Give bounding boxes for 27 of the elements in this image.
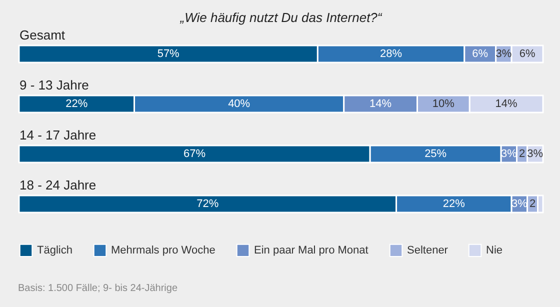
data-label: 57% bbox=[157, 48, 180, 60]
data-label: 2 bbox=[518, 148, 526, 160]
y-tick-label: 18 - 24 Jahre bbox=[20, 178, 96, 192]
data-label: 14% bbox=[370, 98, 392, 110]
y-tick-label: 14 - 17 Jahre bbox=[20, 128, 96, 142]
legend-label: Nie bbox=[486, 244, 503, 256]
chart-title: „Wie häufig nutzt Du das Internet?“ bbox=[179, 10, 382, 25]
data-label: 22% bbox=[66, 98, 88, 110]
legend-label: Mehrmals pro Woche bbox=[111, 244, 216, 256]
data-label: 14% bbox=[495, 98, 518, 110]
data-label: 22% bbox=[442, 198, 466, 210]
data-label: 2 bbox=[529, 198, 536, 210]
legend-label: Seltener bbox=[407, 244, 448, 256]
data-label: 10% bbox=[432, 98, 455, 110]
text: Basis: 1.500 Fälle; 9- bis 24-Jährige bbox=[18, 283, 178, 294]
y-tick-label: 9 - 13 Jahre bbox=[20, 78, 89, 92]
y-tick-label: Gesamt bbox=[20, 28, 66, 42]
data-label: 67% bbox=[184, 148, 206, 160]
data-label: 28% bbox=[380, 48, 402, 60]
data-label: 25% bbox=[424, 148, 447, 160]
legend-label: Täglich bbox=[37, 244, 72, 256]
legend-label: Ein paar Mal pro Monat bbox=[254, 244, 368, 256]
data-label: 40% bbox=[228, 98, 250, 110]
data-label: 3% bbox=[527, 148, 544, 160]
data-label: 6% bbox=[519, 48, 536, 60]
data-label: 72% bbox=[196, 198, 219, 210]
data-label: 6% bbox=[472, 48, 488, 60]
